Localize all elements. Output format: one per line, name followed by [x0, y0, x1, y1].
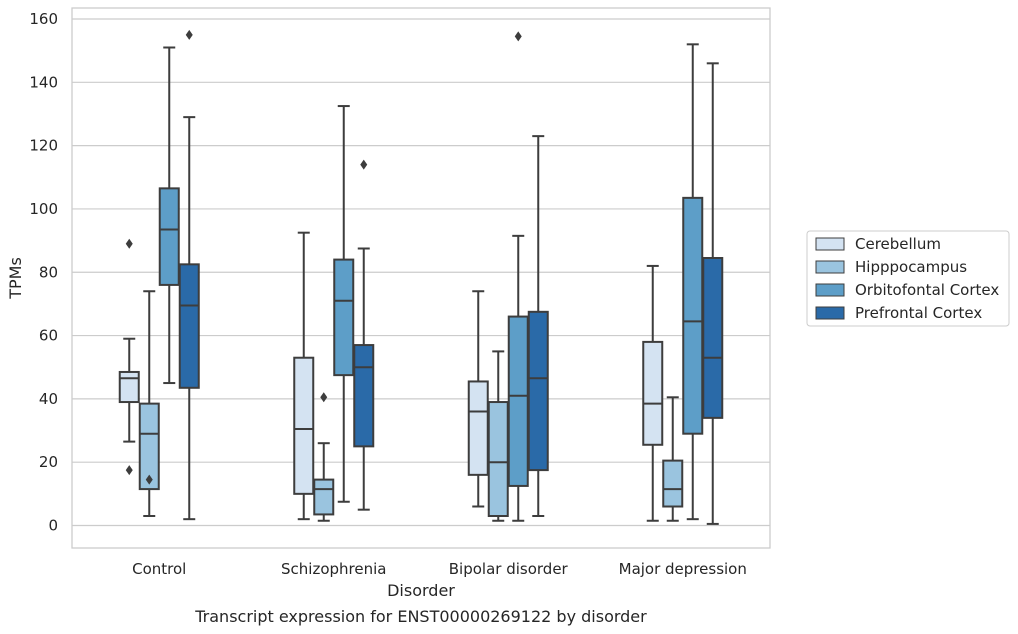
iqr-box — [138, 402, 160, 491]
iqr-box — [507, 315, 529, 487]
iqr-box — [467, 380, 489, 476]
iqr-box — [702, 257, 724, 419]
outlier-marker — [185, 29, 193, 40]
box-1 — [353, 159, 375, 511]
outlier-marker — [125, 238, 133, 249]
legend-item: Orbitofontal Cortex — [815, 281, 999, 299]
series-prefrontal-cortex — [178, 29, 724, 525]
box-1 — [333, 105, 355, 503]
x-tick-label: Schizophrenia — [281, 560, 386, 578]
legend-label: Cerebellum — [855, 235, 941, 253]
iqr-box — [178, 263, 200, 389]
iqr-box — [682, 196, 704, 435]
series-hipppocampus — [138, 290, 684, 522]
iqr-box — [158, 187, 180, 286]
iqr-box — [333, 258, 355, 377]
box-3 — [682, 43, 704, 521]
legend-item: Cerebellum — [815, 235, 941, 253]
iqr-box — [313, 478, 335, 516]
y-tick-label: 60 — [39, 327, 58, 345]
outlier-marker — [320, 392, 328, 403]
series-orbitofontal-cortex — [158, 31, 704, 522]
plot-frame — [71, 7, 771, 549]
legend-frame — [806, 230, 1010, 327]
y-tick-label: 0 — [48, 517, 58, 535]
y-tick-label: 20 — [39, 453, 58, 471]
legend-item: Hipppocampus — [815, 258, 967, 276]
box-0 — [158, 46, 180, 385]
iqr-box — [662, 459, 684, 508]
figure-caption: Transcript expression for ENST0000026912… — [194, 607, 647, 626]
outlier-marker — [145, 474, 153, 485]
outlier-marker — [514, 31, 522, 42]
boxplot-series — [118, 29, 724, 525]
box-2 — [467, 290, 489, 508]
x-tick-label: Control — [132, 560, 186, 578]
outlier-marker — [360, 159, 368, 170]
legend-label: Orbitofontal Cortex — [855, 281, 999, 299]
iqr-box — [353, 344, 375, 448]
iqr-box — [293, 356, 315, 495]
outlier-marker — [125, 465, 133, 476]
box-2 — [527, 135, 549, 518]
iqr-box — [118, 370, 140, 404]
legend: Cerebellum Hipppocampus Orbitofontal Corte… — [806, 230, 1010, 327]
box-0 — [178, 29, 200, 521]
iqr-box — [642, 340, 664, 446]
y-tick-label: 160 — [29, 10, 58, 28]
y-tick-label: 100 — [29, 200, 58, 218]
y-axis-ticks: 0 20 40 60 80 100 120 140 160 — [29, 10, 58, 535]
box-2 — [487, 350, 509, 522]
box-3 — [702, 62, 724, 525]
x-tick-label: Bipolar disorder — [449, 560, 569, 578]
box-2 — [507, 31, 529, 522]
y-tick-label: 40 — [39, 390, 58, 408]
box-3 — [662, 396, 684, 522]
y-tick-label: 80 — [39, 263, 58, 281]
legend-swatch — [815, 283, 845, 297]
iqr-box — [487, 401, 509, 518]
x-tick-label: Major depression — [619, 560, 747, 578]
box-0 — [118, 238, 140, 476]
legend-swatch — [815, 260, 845, 274]
legend-label: Prefrontal Cortex — [855, 304, 982, 322]
legend-item: Prefrontal Cortex — [815, 304, 982, 322]
box-3 — [642, 264, 664, 522]
legend-swatch — [815, 237, 845, 251]
box-1 — [293, 231, 315, 521]
x-axis-label: Disorder — [387, 581, 455, 600]
box-0 — [138, 290, 160, 518]
legend-label: Hipppocampus — [855, 258, 967, 276]
series-cerebellum — [118, 231, 664, 522]
x-axis-ticks: Control Schizophrenia Bipolar disorder Majo… — [132, 560, 747, 578]
legend-swatch — [815, 306, 845, 320]
y-tick-label: 120 — [29, 137, 58, 155]
y-tick-label: 140 — [29, 73, 58, 91]
iqr-box — [527, 310, 549, 472]
box-1 — [313, 392, 335, 522]
y-axis-label: TPMs — [6, 257, 25, 300]
